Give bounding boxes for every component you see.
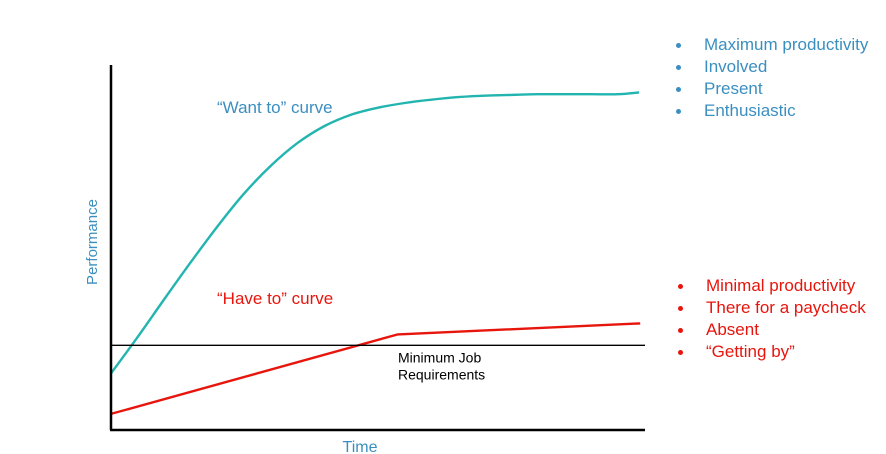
- want-to-trait-item: Enthusiastic: [676, 100, 868, 122]
- have-to-trait-item: Absent: [678, 319, 866, 341]
- have-to-trait-item: “Getting by”: [678, 341, 866, 363]
- have-to-trait-item-label: Absent: [706, 320, 759, 339]
- bullet-icon: [678, 328, 683, 333]
- bullet-icon: [678, 306, 683, 311]
- have-to-curve-label: “Have to” curve: [217, 289, 333, 308]
- want-to-traits-list: Maximum productivity Involved Present Enthu…: [676, 34, 868, 122]
- bullet-icon: [676, 87, 681, 92]
- want-to-trait-item: Maximum productivity: [676, 34, 868, 56]
- reference-label-line-2: Requirements: [398, 366, 485, 382]
- x-axis-label: Time: [343, 439, 378, 454]
- bullet-icon: [678, 284, 683, 289]
- want-to-trait-item-label: Involved: [704, 57, 768, 76]
- y-axis-label: Performance: [84, 199, 101, 285]
- have-to-trait-item-label: There for a paycheck: [706, 298, 866, 317]
- have-to-trait-item: There for a paycheck: [678, 297, 866, 319]
- want-to-trait-item-label: Maximum productivity: [704, 35, 869, 54]
- reference-label-line-1: Minimum Job: [398, 349, 481, 365]
- want-to-curve-label: “Want to” curve: [217, 98, 333, 117]
- want-to-trait-item-label: Enthusiastic: [704, 101, 796, 120]
- have-to-trait-item-label: Minimal productivity: [706, 276, 856, 295]
- have-to-curve-line: [110, 322, 641, 416]
- bullet-icon: [678, 350, 683, 355]
- want-to-curve-line: [110, 91, 640, 375]
- want-to-trait-item: Present: [676, 78, 868, 100]
- want-to-trait-item-label: Present: [704, 79, 763, 98]
- have-to-trait-item-label: “Getting by”: [706, 342, 795, 361]
- bullet-icon: [676, 65, 681, 70]
- bullet-icon: [676, 109, 681, 114]
- have-to-traits-list: Minimal productivity There for a paycheck…: [678, 275, 866, 363]
- bullet-icon: [676, 43, 681, 48]
- have-to-trait-item: Minimal productivity: [678, 275, 866, 297]
- want-to-trait-item: Involved: [676, 56, 868, 78]
- series-layer: [110, 91, 641, 416]
